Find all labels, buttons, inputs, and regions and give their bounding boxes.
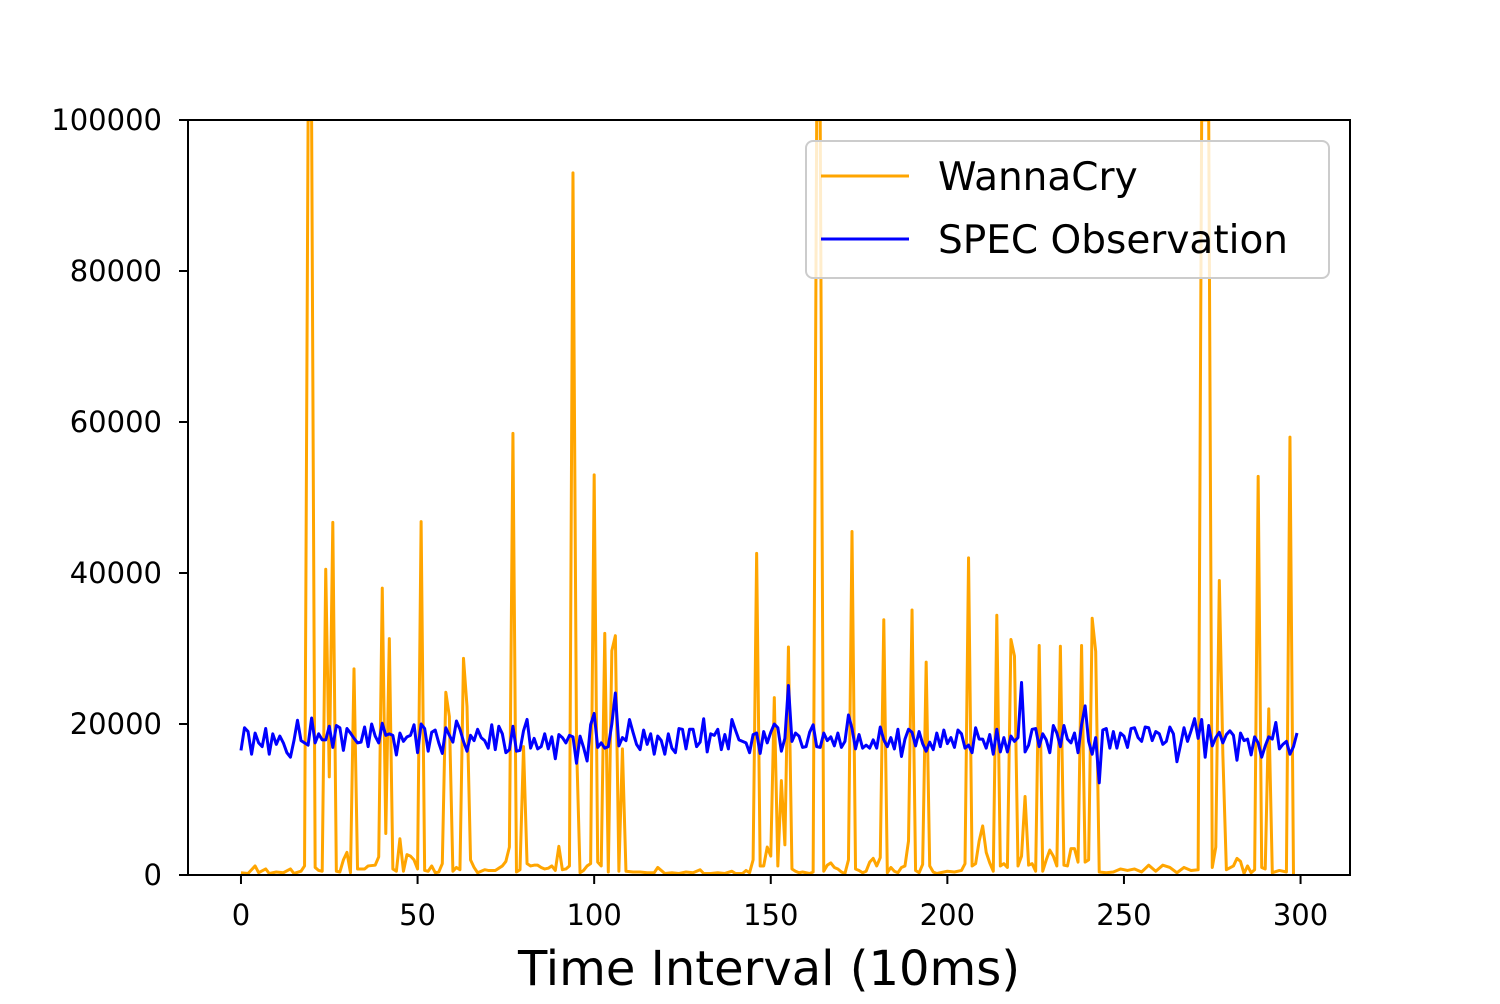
y-axis: 0 20000 40000 60000 80000 100000 (51, 103, 188, 892)
y-tick-label: 100000 (51, 103, 162, 137)
x-axis: 0 50 100 150 200 250 300 (232, 875, 1328, 932)
legend-label-spec-observation: SPEC Observation (938, 218, 1288, 263)
x-axis-title: Time Interval (10ms) (517, 941, 1020, 997)
y-tick-label: 40000 (70, 556, 162, 590)
y-tick-label: 60000 (70, 405, 162, 439)
y-tick-label: 80000 (70, 254, 162, 288)
x-tick-label: 200 (920, 898, 975, 932)
legend: WannaCry SPEC Observation (805, 140, 1330, 279)
y-tick-label: 0 (144, 858, 162, 892)
series-line-spec-observation (239, 680, 1299, 785)
x-tick-label: 50 (399, 898, 436, 932)
plot-frame (187, 119, 1351, 876)
legend-label-wannacry: WannaCry (938, 155, 1138, 200)
y-tick-label: 20000 (70, 707, 162, 741)
x-tick-label: 100 (566, 898, 621, 932)
x-tick-label: 300 (1273, 898, 1328, 932)
legend-box (805, 140, 1330, 279)
x-tick-label: 0 (232, 898, 250, 932)
x-tick-label: 150 (743, 898, 798, 932)
x-tick-label: 250 (1096, 898, 1151, 932)
series-layer (239, 120, 1299, 875)
